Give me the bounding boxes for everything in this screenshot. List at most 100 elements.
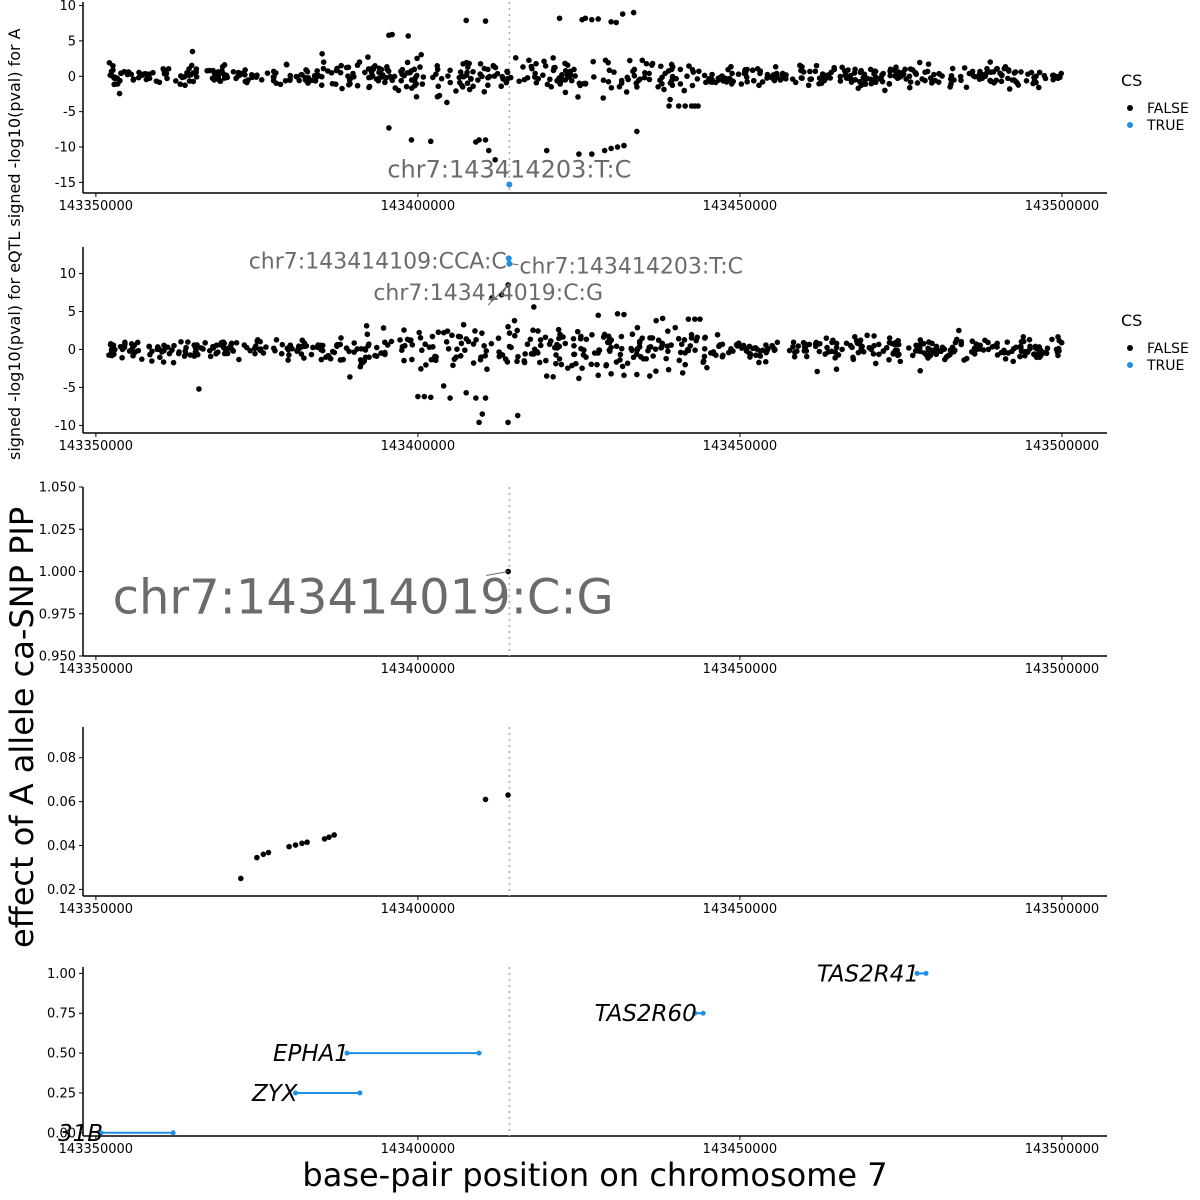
data-point	[1020, 334, 1027, 340]
data-point	[418, 51, 425, 58]
data-point	[464, 80, 471, 87]
data-point	[677, 349, 684, 356]
data-point	[958, 341, 965, 348]
data-point	[774, 339, 781, 346]
data-point	[463, 17, 469, 24]
data-point	[237, 875, 244, 882]
data-point	[257, 347, 264, 354]
data-point	[619, 11, 626, 17]
data-point	[468, 76, 474, 82]
data-point	[428, 356, 435, 363]
data-point	[401, 327, 407, 333]
data-point	[672, 324, 679, 331]
data-point	[111, 75, 118, 82]
data-point	[319, 51, 325, 57]
data-point	[621, 372, 627, 379]
y-tick-label: 5	[68, 305, 76, 320]
data-point	[175, 350, 182, 357]
data-point	[107, 72, 114, 78]
data-point	[618, 77, 625, 84]
data-point	[552, 64, 558, 71]
data-point	[161, 347, 167, 354]
data-point	[630, 68, 636, 75]
data-point	[1018, 348, 1025, 355]
data-point	[416, 329, 422, 336]
data-point	[970, 72, 976, 79]
data-point	[595, 312, 602, 319]
data-point	[738, 81, 745, 87]
data-point	[682, 361, 688, 368]
data-point	[202, 340, 208, 346]
data-point	[417, 335, 424, 341]
data-point	[601, 331, 608, 338]
x-tick-label: 143450000	[703, 1142, 777, 1157]
y-axis-label-small: signed -log10(pval) for eQTL signed -log…	[5, 28, 24, 460]
data-point	[847, 72, 854, 79]
data-point	[725, 66, 731, 73]
data-point	[514, 327, 520, 334]
data-point	[675, 103, 682, 109]
data-point	[483, 348, 490, 354]
data-point	[613, 19, 620, 26]
data-point	[542, 63, 549, 69]
data-point	[629, 347, 635, 354]
annotation-leader	[510, 263, 519, 266]
data-point	[624, 360, 631, 367]
data-point	[1026, 336, 1033, 343]
data-point	[988, 78, 994, 85]
data-point	[692, 347, 698, 353]
data-point	[822, 76, 828, 83]
data-point	[514, 412, 521, 419]
data-point	[165, 65, 172, 72]
data-point	[616, 83, 623, 90]
x-tick-label: 143350000	[59, 199, 133, 214]
y-tick-label: 1.025	[39, 523, 76, 538]
gene-label: ZYX	[251, 1081, 299, 1107]
data-point	[725, 349, 732, 356]
data-point	[701, 345, 708, 352]
x-tick-label: 143400000	[381, 439, 455, 454]
data-point	[665, 348, 671, 355]
data-point	[505, 419, 511, 426]
panel3: 143350000 143400000 143450000 143500000 0.95…	[39, 481, 1107, 677]
legend-key-true	[1127, 122, 1133, 128]
data-point	[492, 156, 498, 163]
data-point	[477, 60, 484, 67]
data-point	[412, 74, 419, 81]
data-point	[1014, 80, 1020, 86]
data-point	[579, 365, 585, 371]
data-point	[485, 74, 491, 81]
data-point	[823, 335, 830, 341]
data-point	[606, 337, 612, 344]
data-point	[178, 338, 184, 345]
data-point	[646, 344, 653, 351]
data-point	[958, 77, 964, 84]
data-point	[413, 93, 420, 100]
data-point	[479, 330, 485, 336]
data-point	[546, 341, 553, 348]
data-point	[312, 78, 319, 84]
y-axis-label-big: effect of A allele ca-SNP PIP	[3, 507, 41, 948]
data-point	[774, 70, 780, 77]
data-point	[310, 344, 316, 351]
data-point	[315, 72, 322, 79]
data-point	[985, 346, 992, 353]
data-point	[771, 347, 778, 354]
data-point	[283, 61, 290, 68]
data-point	[677, 66, 684, 73]
data-point	[637, 76, 643, 82]
data-point	[476, 419, 482, 426]
panel5: 143350000 143400000 143450000 143500000 0.00…	[47, 961, 1107, 1157]
data-point	[684, 73, 690, 80]
data-point	[689, 66, 696, 73]
data-point	[221, 75, 228, 81]
data-point	[700, 358, 707, 364]
data-point	[605, 78, 612, 85]
data-point	[254, 854, 260, 861]
data-point	[738, 343, 745, 349]
data-point	[862, 79, 868, 86]
data-point	[679, 370, 686, 376]
data-point	[870, 351, 877, 357]
data-point	[869, 78, 876, 85]
data-point	[511, 332, 518, 339]
